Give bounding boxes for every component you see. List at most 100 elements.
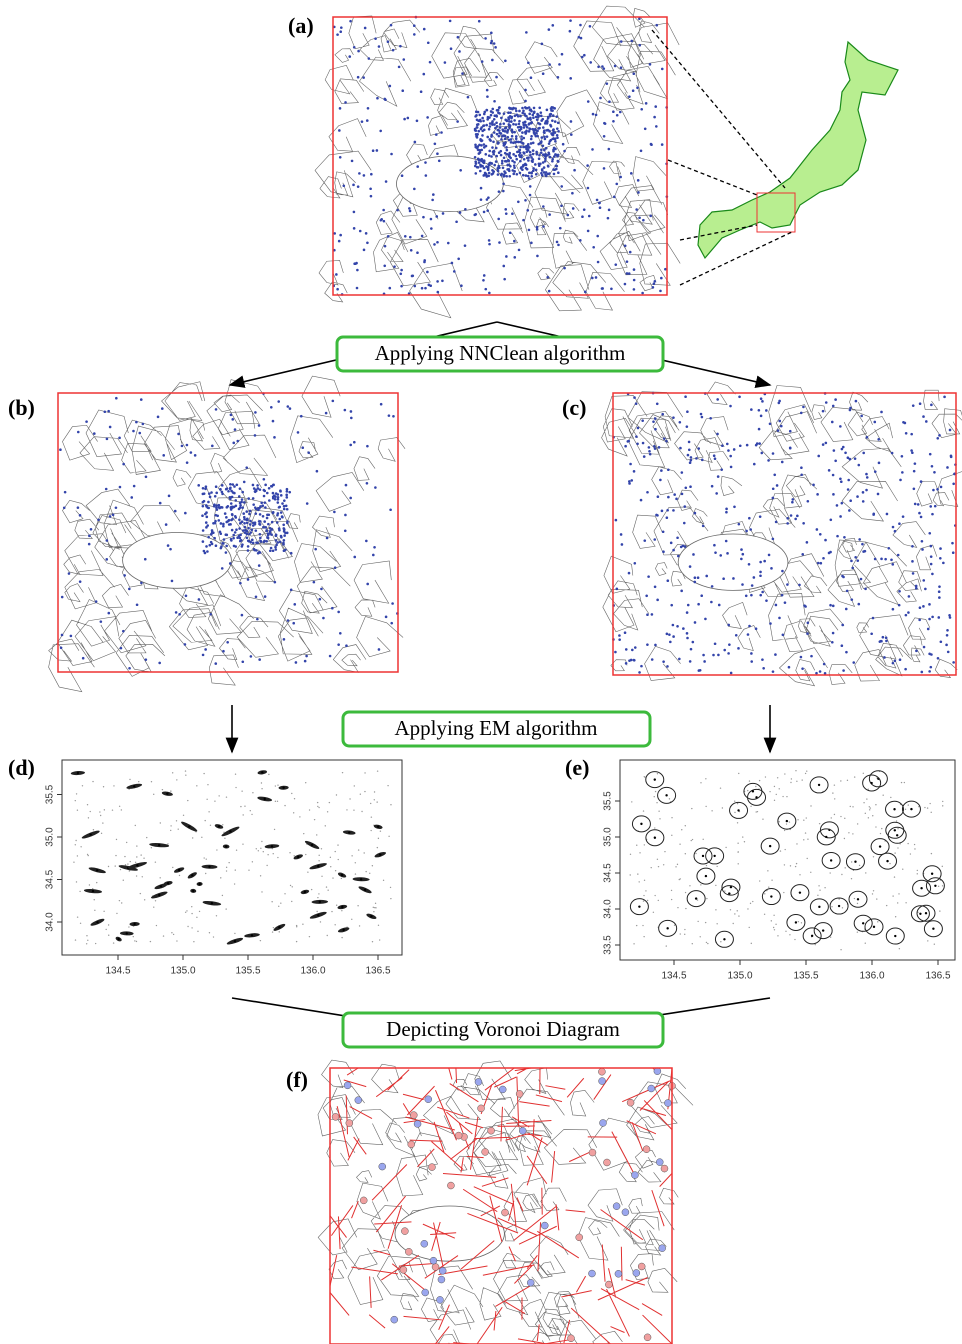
point <box>399 45 402 48</box>
point <box>437 291 440 294</box>
sample <box>863 802 864 803</box>
sample <box>201 837 202 838</box>
point <box>214 495 217 498</box>
point <box>231 518 234 521</box>
point <box>512 173 515 176</box>
point <box>275 544 278 547</box>
sample <box>810 872 811 873</box>
point <box>241 543 244 546</box>
sample <box>349 798 350 799</box>
sample <box>150 941 151 942</box>
point <box>337 611 340 614</box>
point <box>272 420 275 423</box>
point <box>678 658 681 661</box>
sample <box>914 844 915 845</box>
point <box>637 179 640 182</box>
sample <box>707 943 708 944</box>
cluster-center <box>166 793 168 795</box>
sample <box>914 848 915 849</box>
point <box>203 492 206 495</box>
point <box>264 501 267 504</box>
point <box>563 150 566 153</box>
point <box>791 498 794 501</box>
point <box>615 519 618 522</box>
sample <box>692 943 693 944</box>
sample <box>369 873 370 874</box>
point <box>864 588 867 591</box>
sample <box>875 804 876 805</box>
point <box>849 458 852 461</box>
sample <box>380 830 381 831</box>
sample <box>185 774 186 775</box>
center <box>599 1078 606 1085</box>
sample <box>702 839 703 840</box>
point <box>243 522 246 525</box>
sample <box>644 776 645 777</box>
point <box>737 647 740 650</box>
point <box>497 173 500 176</box>
sample <box>292 886 293 887</box>
point <box>527 159 530 162</box>
point <box>624 631 627 634</box>
point <box>266 492 269 495</box>
point <box>410 249 413 252</box>
y-tick-label: 33.5 <box>603 935 614 955</box>
point <box>525 131 528 134</box>
center <box>478 1105 485 1112</box>
point <box>459 169 462 172</box>
point <box>646 491 649 494</box>
sample <box>100 815 101 816</box>
point <box>633 288 636 291</box>
point <box>854 457 857 460</box>
point <box>583 54 586 57</box>
point <box>681 471 684 474</box>
point <box>517 200 520 203</box>
sample <box>819 890 820 891</box>
point <box>351 160 354 163</box>
point <box>946 634 949 637</box>
point <box>913 488 916 491</box>
sample <box>654 796 655 797</box>
point <box>661 143 664 146</box>
sample <box>86 935 87 936</box>
point <box>492 153 495 156</box>
point <box>132 430 135 433</box>
point <box>930 404 933 407</box>
point <box>584 291 587 294</box>
sample <box>104 809 105 810</box>
point <box>217 519 220 522</box>
point <box>483 274 486 277</box>
point <box>952 661 955 664</box>
point <box>352 184 355 187</box>
point <box>115 397 118 400</box>
point <box>919 606 922 609</box>
point <box>598 201 601 204</box>
point <box>488 172 491 175</box>
point <box>287 405 290 408</box>
point <box>488 239 491 242</box>
point <box>832 493 835 496</box>
point <box>458 50 461 53</box>
point <box>254 523 257 526</box>
point <box>849 407 852 410</box>
point <box>561 53 564 56</box>
sample <box>335 851 336 852</box>
point <box>555 168 558 171</box>
point <box>633 470 636 473</box>
point <box>730 466 733 469</box>
sample <box>197 931 198 932</box>
point <box>433 243 436 246</box>
point <box>597 65 600 68</box>
point <box>702 525 705 528</box>
point <box>948 614 951 617</box>
point <box>277 498 280 501</box>
point <box>59 448 62 451</box>
point <box>259 505 262 508</box>
sample <box>834 814 835 815</box>
point <box>702 654 705 657</box>
point <box>951 542 954 545</box>
point <box>790 514 793 517</box>
point <box>938 434 941 437</box>
point <box>523 158 526 161</box>
point <box>378 45 381 48</box>
